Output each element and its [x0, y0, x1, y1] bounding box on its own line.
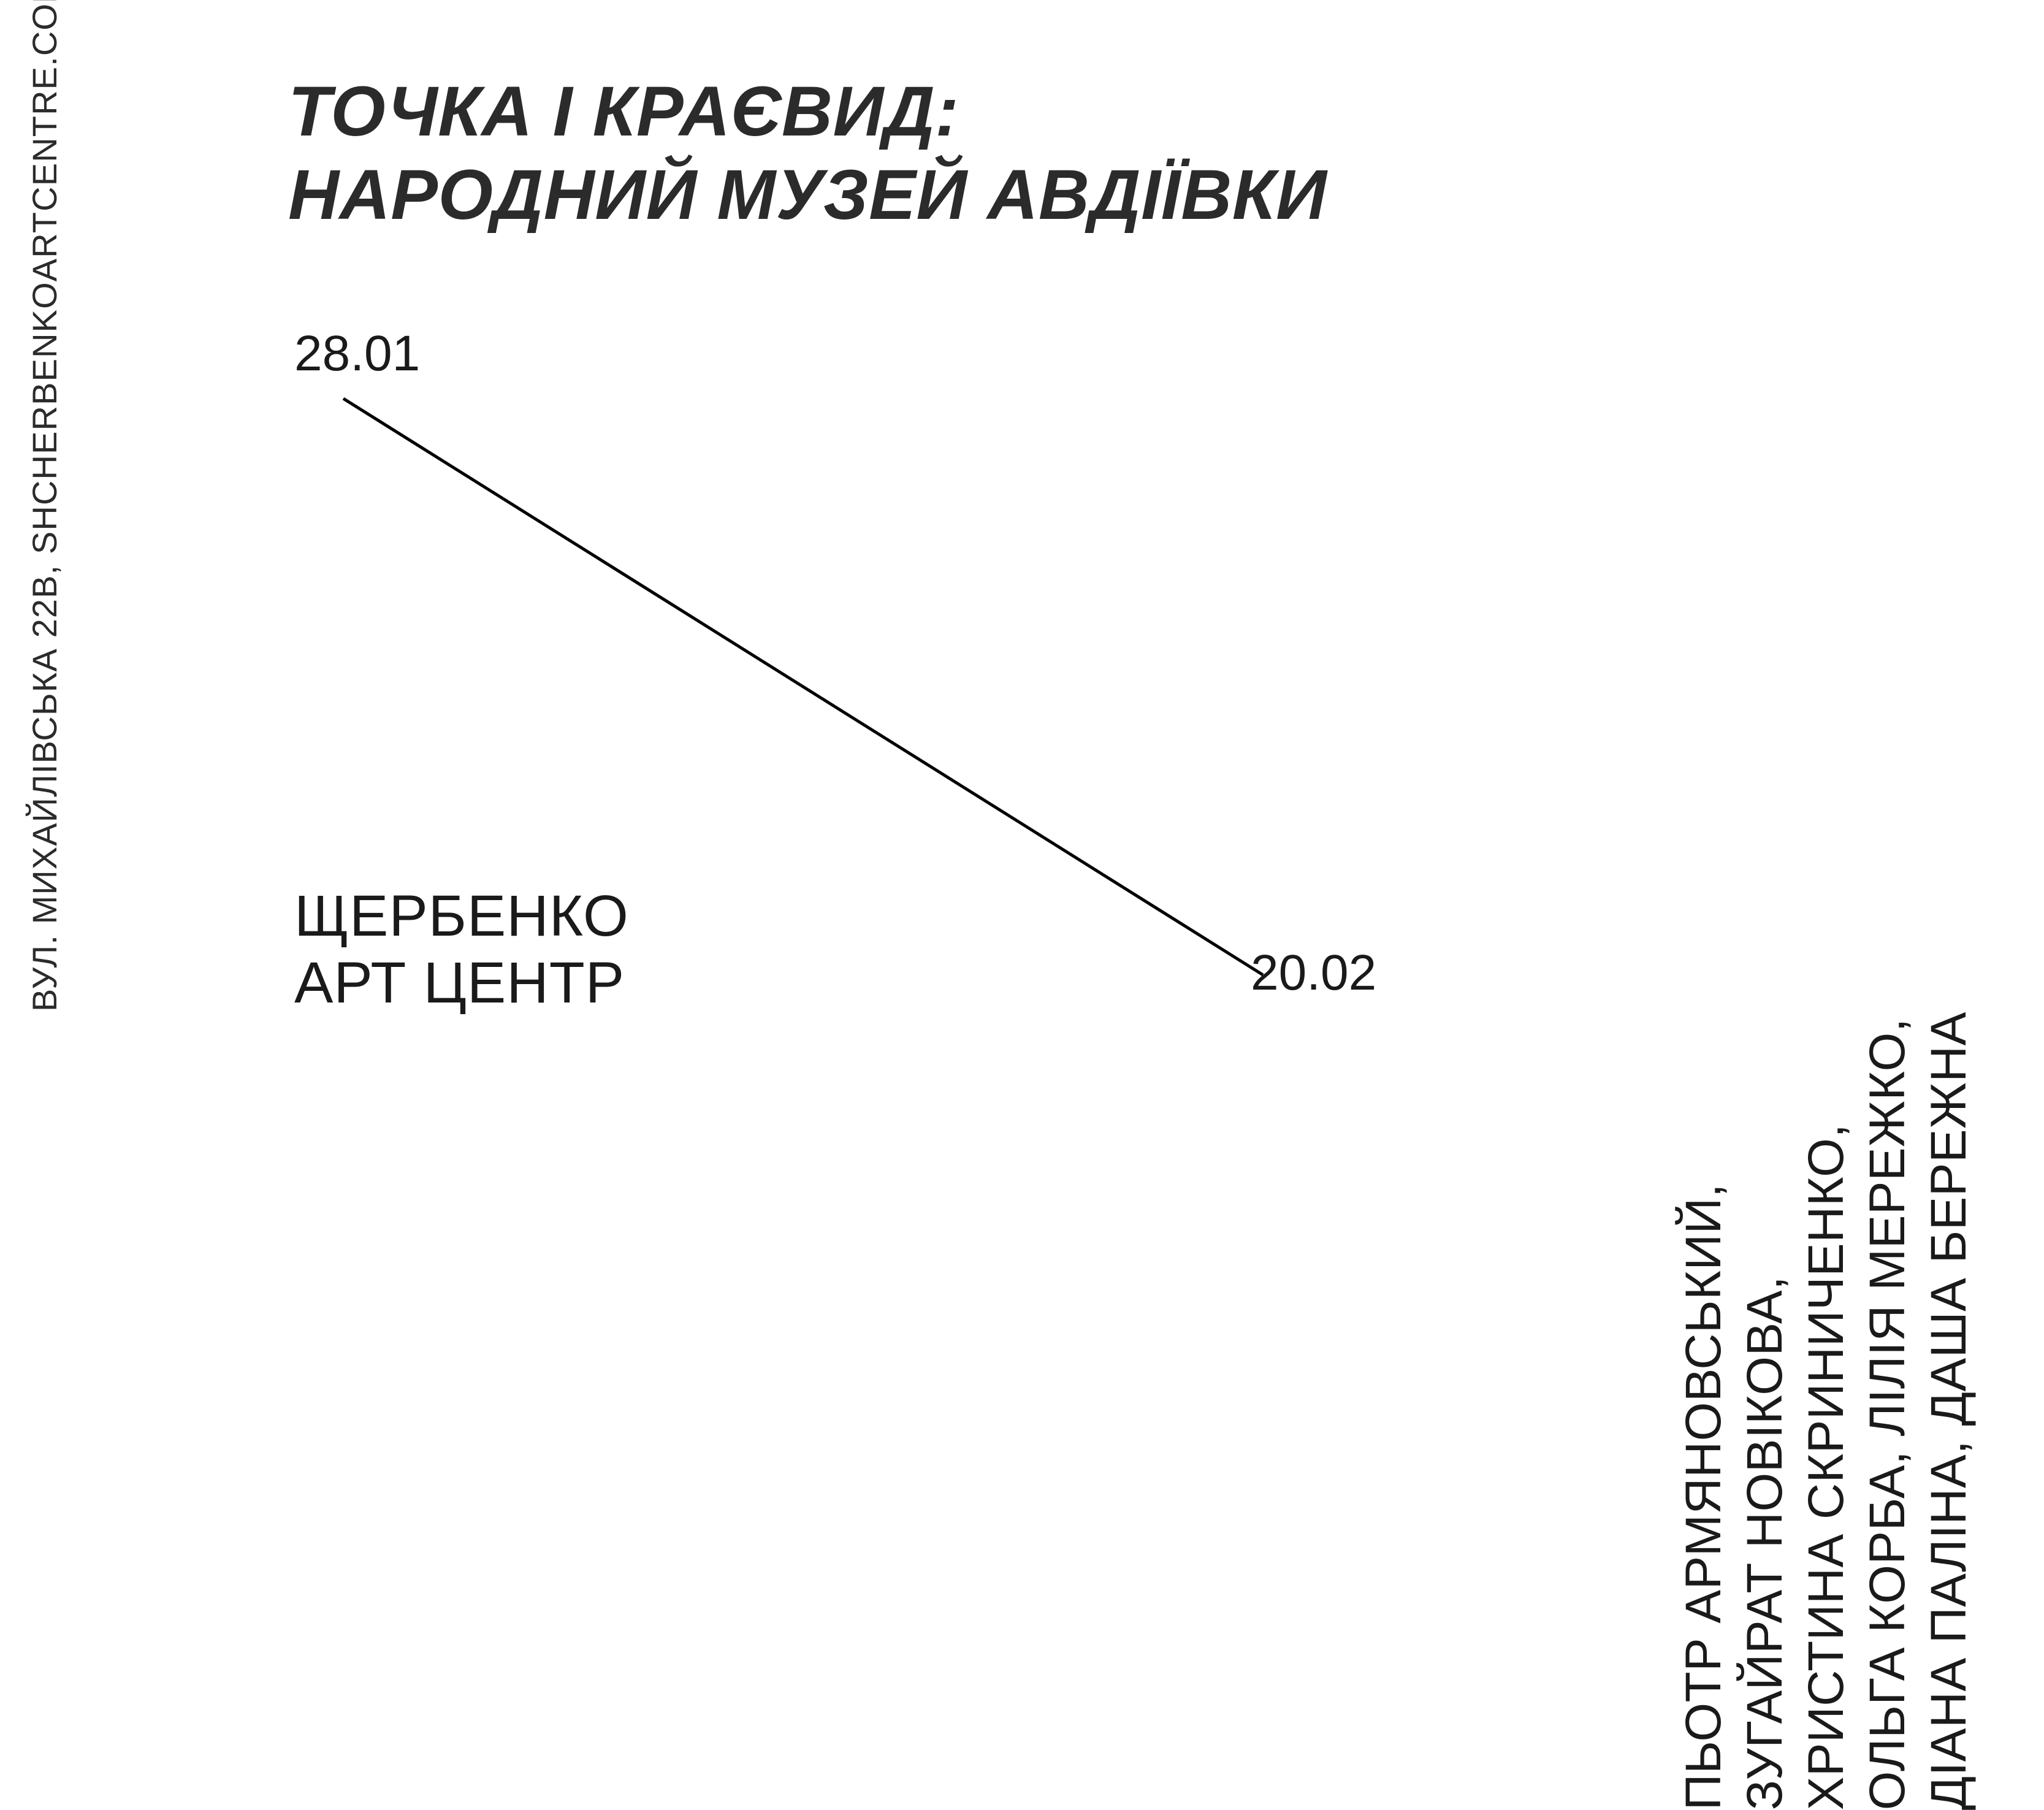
date-end: 20.02 — [1251, 944, 1376, 1002]
artist-row: ДІАНА ПАЛІНА, ДАША БЕРЕЖНА — [1918, 1012, 1980, 1810]
date-start: 28.01 — [294, 325, 420, 383]
artists-list: ПЬОТР АРМЯНОВСЬКИЙ, ЗУГАЙРАТ НОВІКОВА, Х… — [1673, 1012, 1980, 1810]
gallery-name: ЩЕРБЕНКО АРТ ЦЕНТР — [294, 883, 629, 1017]
exhibition-title: ТОЧКА І КРАЄВИД: НАРОДНИЙ МУЗЕЙ АВДІЇВКИ — [288, 71, 1327, 237]
title-line-1: ТОЧКА І КРАЄВИД: — [288, 71, 1327, 154]
gallery-line-1: ЩЕРБЕНКО — [294, 883, 629, 950]
artist-row: ХРИСТИНА СКРИНИЧЕНКО, — [1796, 1012, 1857, 1810]
address-url-strip: ВУЛ. МИХАЙЛІВСЬКА 22В, SHCHERBENKOARTCEN… — [25, 0, 64, 1012]
title-line-2: НАРОДНИЙ МУЗЕЙ АВДІЇВКИ — [288, 154, 1327, 237]
artist-row: ОЛЬГА КОРБА, ЛІЛІЯ МЕРЕЖКО, — [1857, 1012, 1918, 1810]
artist-row: ЗУГАЙРАТ НОВІКОВА, — [1734, 1012, 1796, 1810]
gallery-line-2: АРТ ЦЕНТР — [294, 950, 629, 1017]
artist-row: ПЬОТР АРМЯНОВСЬКИЙ, — [1673, 1012, 1734, 1810]
